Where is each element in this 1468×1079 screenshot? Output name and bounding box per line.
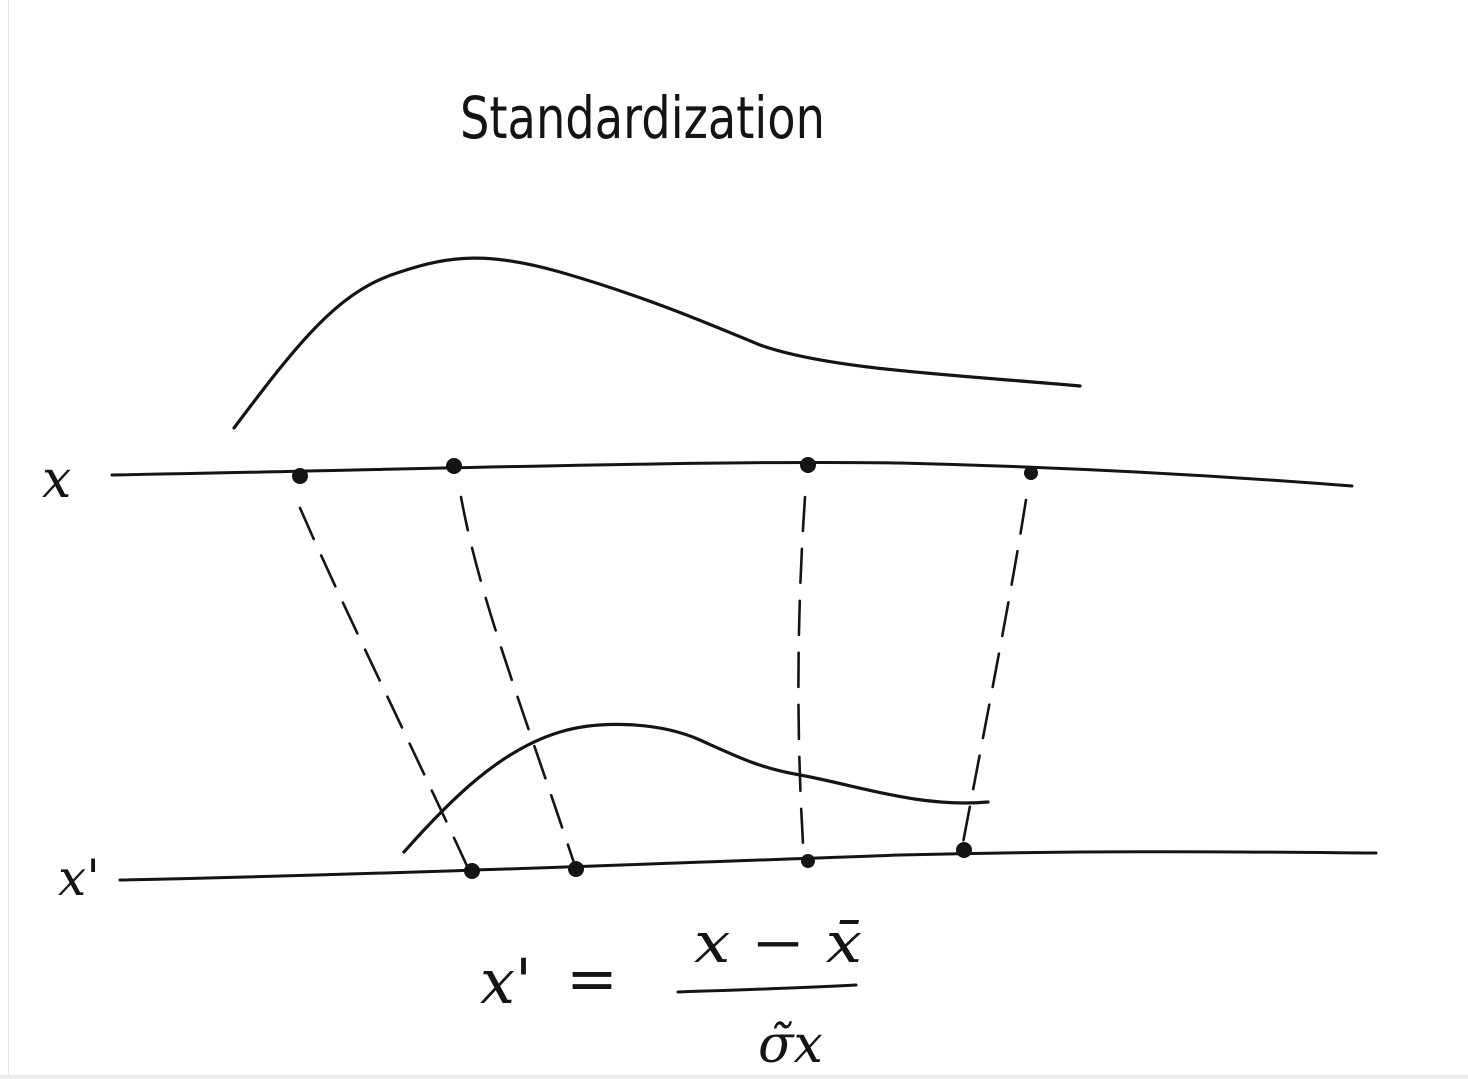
sketch-title: Standardization: [460, 84, 825, 152]
standardized-point-4: [956, 842, 972, 858]
formula-numerator: x − x̄: [694, 911, 862, 976]
standardized-point-2: [568, 861, 584, 877]
original-axis-label: x: [42, 450, 71, 510]
original-point-3: [800, 457, 816, 473]
original-point-2: [446, 458, 462, 474]
formula-equals: =: [566, 942, 618, 1015]
standardized-point-1: [464, 863, 480, 879]
standardized-distribution-curve: [402, 722, 990, 854]
original-axis-line: [110, 460, 1354, 488]
original-distribution-curve: [232, 256, 1082, 430]
mapping-line-3: [797, 495, 807, 862]
formula-denominator: σ̃x: [758, 1015, 823, 1075]
formula-fraction-bar: [676, 983, 858, 994]
mapping-line-2: [459, 495, 577, 868]
formula-lhs: x': [480, 945, 532, 1018]
standardized-point-3: [801, 854, 815, 868]
original-point-1: [292, 468, 308, 484]
mapping-line-4: [960, 498, 1028, 850]
original-point-4: [1024, 466, 1038, 480]
mapping-line-1: [298, 506, 470, 870]
page-bottom-edge: [0, 1075, 1468, 1079]
standardized-axis-label: x': [58, 849, 100, 907]
standardized-axis-line: [118, 850, 1378, 882]
page-left-edge: [8, 0, 9, 1079]
